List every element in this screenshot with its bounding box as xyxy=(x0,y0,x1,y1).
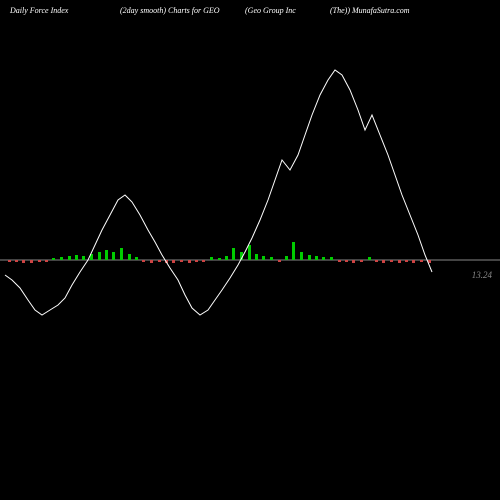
header-seg3: (Geo Group Inc xyxy=(245,6,296,15)
chart-container: 13.24 xyxy=(0,20,500,480)
header-seg1: Daily Force Index xyxy=(10,6,68,15)
current-value-label: 13.24 xyxy=(472,270,492,280)
chart-svg xyxy=(0,20,500,480)
price-line xyxy=(5,70,432,315)
chart-header: Daily Force Index (2day smooth) Charts f… xyxy=(0,6,500,20)
header-seg2: (2day smooth) Charts for GEO xyxy=(120,6,220,15)
header-seg4: (The)) MunafaSutra.com xyxy=(330,6,410,15)
